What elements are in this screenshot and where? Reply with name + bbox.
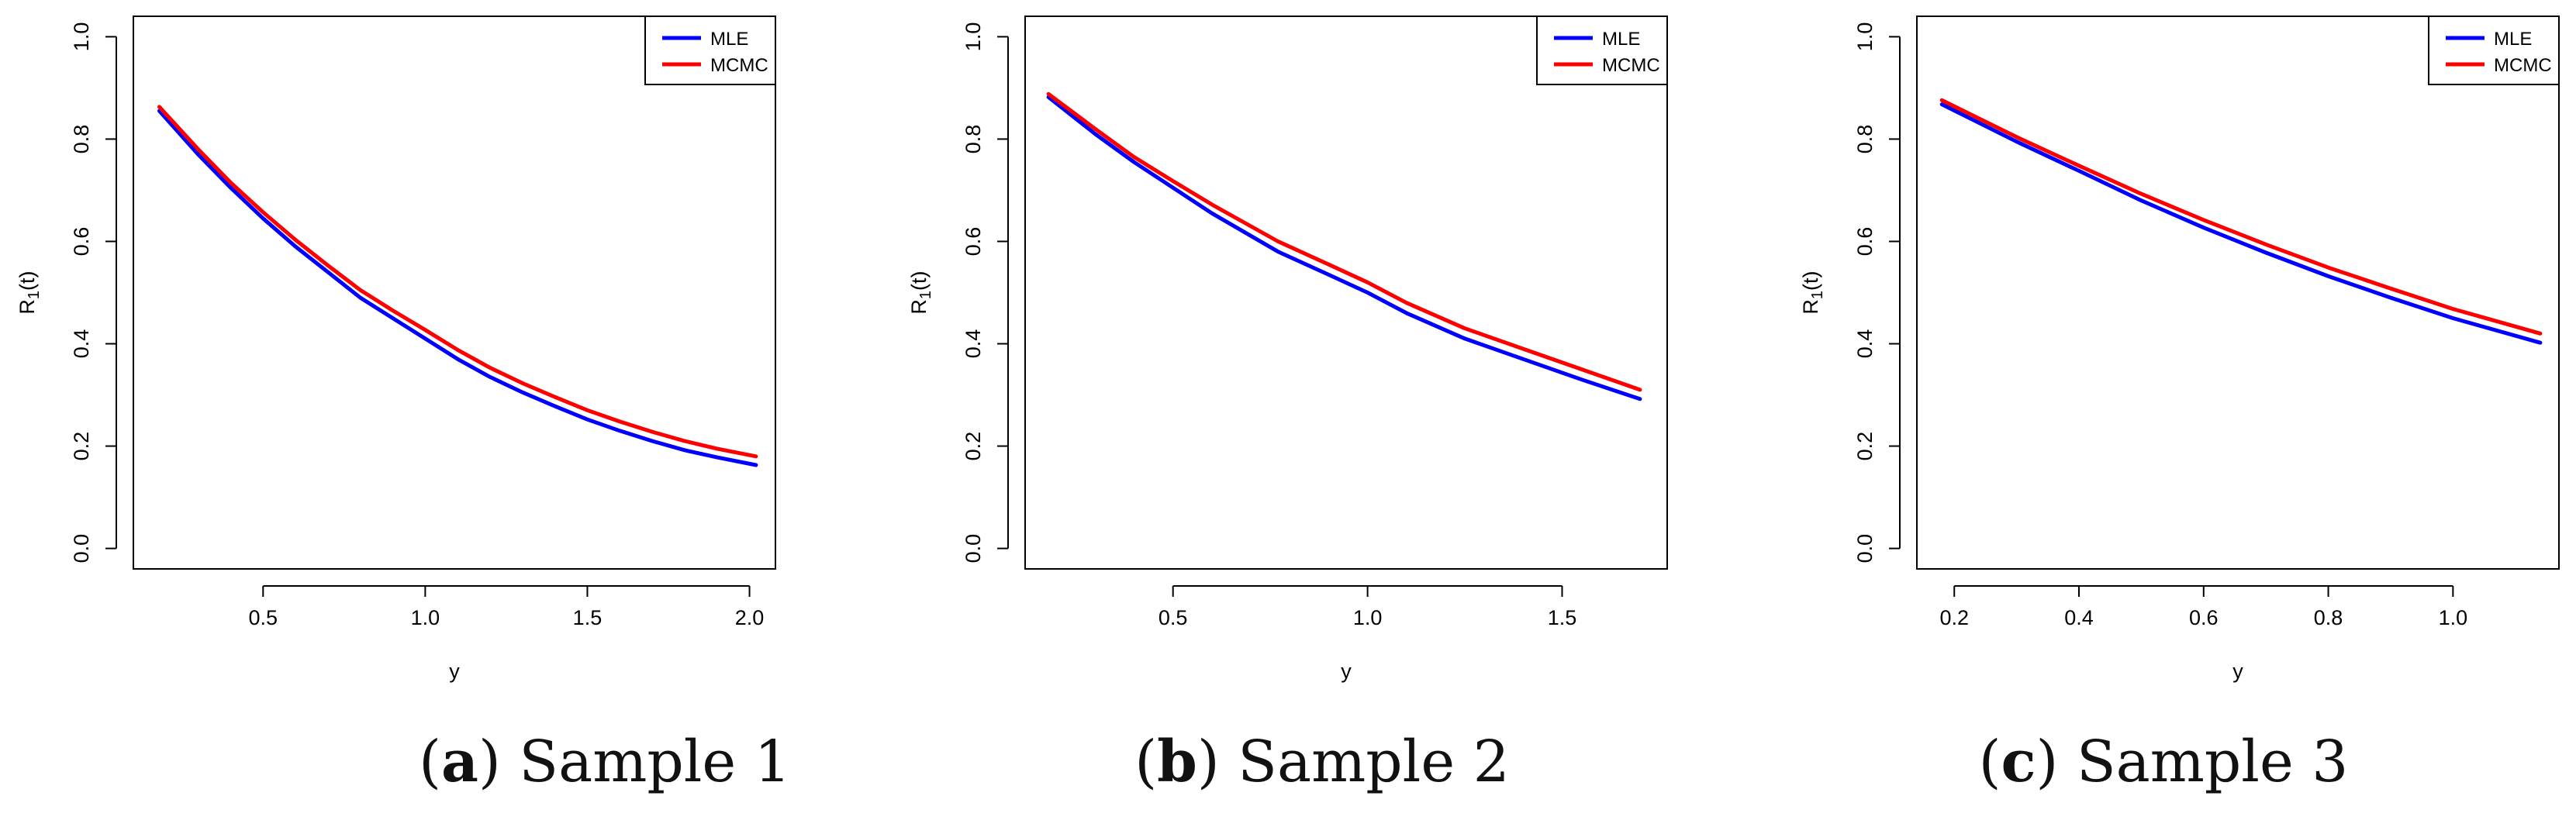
chart-2: 0.5 1.0 1.5 0.0 0.2 0.4 0.6 0.8 1.0 y R1(t) MLE MCMC	[907, 16, 1668, 683]
chart-1-x-tick-label: 1.5	[573, 606, 603, 629]
chart-1-legend-box	[644, 16, 776, 85]
caption-b-letter: b	[1157, 729, 1197, 795]
caption-c-text: Sample 3	[2076, 729, 2349, 795]
caption-a-text: Sample 1	[519, 729, 791, 795]
chart-3-y-tick-label: 0.2	[1853, 432, 1877, 461]
chart-3-x-tick-label: 0.6	[2189, 606, 2219, 629]
chart-2-y-tick-label: 0.8	[962, 125, 985, 154]
chart-3-y-tick-label: 0.4	[1853, 329, 1877, 359]
chart-2-y-tick-label: 1.0	[962, 22, 985, 52]
chart-1-y-tick-label: 0.8	[70, 125, 93, 154]
chart-2-frame	[1024, 16, 1668, 570]
caption-b-text: Sample 2	[1238, 729, 1510, 795]
chart-1-legend-label-mcmc: MCMC	[710, 55, 768, 76]
chart-3-frame	[1916, 16, 2560, 570]
chart-1-y-tick-label: 0.0	[70, 534, 93, 563]
chart-2-legend-label-mcmc: MCMC	[1602, 55, 1660, 76]
chart-1-legend-label-mle: MLE	[710, 29, 748, 50]
caption-c-letter: c	[2001, 729, 2036, 795]
chart-3-x-tick-label: 0.2	[1939, 606, 1969, 629]
chart-1-x-tick-label: 1.0	[411, 606, 440, 629]
chart-1-series-mle-line	[157, 109, 758, 467]
chart-2-legend-label-mle: MLE	[1602, 29, 1640, 50]
chart-3-y-axis-label: R1(t)	[1799, 270, 1826, 314]
chart-3-legend-label-mcmc: MCMC	[2494, 55, 2552, 76]
chart-2-y-axis-label-tail: (t)	[907, 270, 931, 290]
chart-2-y-tick-label: 0.6	[962, 227, 985, 257]
caption-b: (b) Sample 2	[1134, 729, 1510, 795]
chart-3-legend-box	[2428, 16, 2560, 85]
chart-3-x-axis-label: y	[2232, 660, 2243, 683]
chart-2-y-tick-label: 0.4	[962, 329, 985, 359]
chart-1-y-axis-label: R1(t)	[16, 270, 43, 314]
chart-2-x-tick-label: 1.0	[1353, 606, 1383, 629]
caption-c: (c) Sample 3	[1978, 729, 2349, 795]
chart-1-y-tick-label: 0.4	[70, 329, 93, 359]
chart-1-y-tick-label: 0.6	[70, 227, 93, 257]
chart-3-y-tick-label: 0.0	[1853, 534, 1877, 563]
chart-2-y-axis-label: R1(t)	[907, 270, 934, 314]
chart-1-y-axis-label-sub: 1	[26, 291, 43, 299]
chart-2-y-axis-label-sub: 1	[917, 291, 934, 299]
chart-3-y-axis-label-main: R	[1799, 299, 1822, 315]
chart-1-y-axis-label-main: R	[16, 299, 39, 315]
chart-2-legend-box	[1536, 16, 1668, 85]
chart-1-x-axis-label: y	[449, 660, 460, 683]
chart-2-x-axis-label: y	[1341, 660, 1352, 683]
chart-2-x-tick-label: 0.5	[1159, 606, 1188, 629]
chart-1-y-tick-label: 1.0	[70, 22, 93, 52]
chart-2-y-axis-label-main: R	[907, 299, 931, 315]
chart-2-series-mle-line	[1046, 95, 1642, 401]
chart-3-y-tick-label: 0.6	[1853, 227, 1877, 257]
chart-3-series-mle-line	[1939, 102, 2543, 345]
chart-2-y-tick-label: 0.2	[962, 432, 985, 461]
chart-1-x-tick-label: 2.0	[735, 606, 765, 629]
chart-3-x-tick-label: 1.0	[2439, 606, 2468, 629]
chart-1-frame	[133, 16, 776, 570]
chart-2-series-mcmc-line	[1046, 91, 1642, 392]
chart-3-legend-label-mle: MLE	[2494, 29, 2532, 50]
chart-3-x-tick-label: 0.8	[2314, 606, 2343, 629]
chart-1-x-tick-label: 0.5	[248, 606, 278, 629]
chart-3-legend: MLE MCMC	[2428, 16, 2560, 85]
chart-3: 0.2 0.4 0.6 0.8 1.0 0.0 0.2 0.4 0.6 0.8 1.0 y R1(t) M…	[1799, 16, 2560, 683]
chart-3-y-axis-label-sub: 1	[1809, 291, 1826, 299]
chart-3-series-mcmc-line	[1939, 98, 2543, 336]
chart-2-x-tick-label: 1.5	[1548, 606, 1577, 629]
chart-3-y-tick-label: 1.0	[1853, 22, 1877, 52]
chart-2-y-tick-label: 0.0	[962, 534, 985, 563]
chart-3-y-tick-label: 0.8	[1853, 125, 1877, 154]
chart-1-legend: MLE MCMC	[644, 16, 776, 85]
caption-a-letter: a	[441, 729, 478, 795]
caption-a: (a) Sample 1	[419, 729, 791, 795]
chart-1-series-mcmc-line	[157, 105, 758, 459]
chart-3-x-tick-label: 0.4	[2064, 606, 2094, 629]
chart-1: 0.5 1.0 1.5 2.00.00.20.40.60.81.0yR1(t)MLEM…	[16, 16, 776, 683]
chart-1-y-axis-label-tail: (t)	[16, 270, 39, 290]
chart-2-legend: MLE MCMC	[1536, 16, 1668, 85]
chart-1-y-tick-label: 0.2	[70, 432, 93, 461]
chart-3-y-axis-label-tail: (t)	[1799, 270, 1822, 290]
